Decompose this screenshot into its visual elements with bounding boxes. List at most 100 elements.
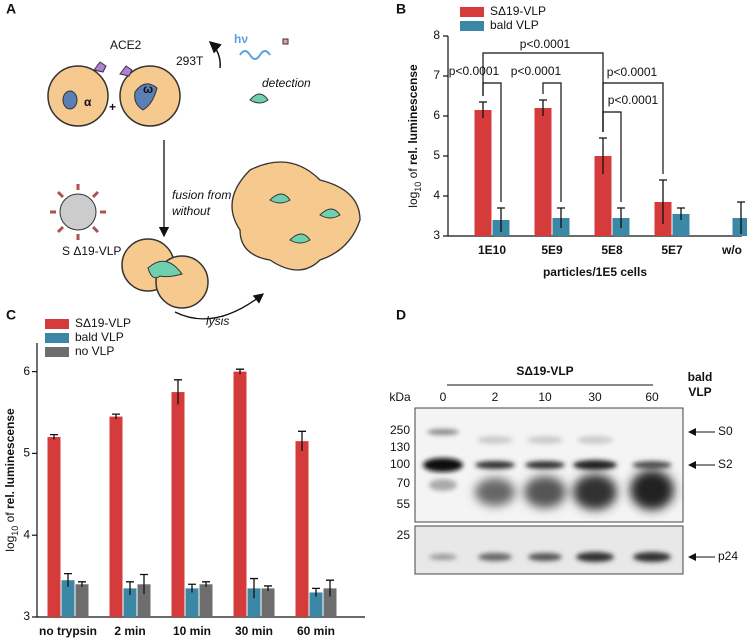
arrow <box>174 293 265 320</box>
light <box>239 50 271 60</box>
label: S Δ19-VLP <box>62 244 121 258</box>
x-tick-label: 2 min <box>114 624 145 638</box>
panel-a: ACE2 293T α ω + hν detection S Δ19-VLP f… <box>47 32 361 328</box>
label: ACE2 <box>110 38 142 52</box>
marker-label: 130 <box>390 440 410 454</box>
annotation: p<0.0001 <box>608 93 659 107</box>
bar <box>185 588 199 617</box>
x-tick-label: 30 min <box>235 624 273 638</box>
error-bar <box>298 430 306 451</box>
error-bar <box>497 207 505 232</box>
x-tick-label: w/o <box>721 243 742 257</box>
y-tick-label: 7 <box>433 68 440 82</box>
p24-bands <box>429 552 671 562</box>
significance-bracket <box>602 82 664 174</box>
control-label: VLP <box>688 385 711 399</box>
icon <box>282 38 289 45</box>
bar <box>61 580 75 617</box>
panel-label: D <box>396 307 406 323</box>
bar <box>534 108 552 236</box>
x-tick-label: 5E9 <box>541 243 563 257</box>
y-axis-label-part: rel. luminescense <box>3 408 17 509</box>
y-axis-label-part: 10 <box>413 182 423 192</box>
error-bar <box>250 577 258 599</box>
error-bar <box>737 201 745 234</box>
x-tick-label: 5E7 <box>661 243 683 257</box>
marker-label: 55 <box>397 497 411 511</box>
significance-bracket <box>542 82 562 202</box>
label: detection <box>262 76 311 90</box>
y-tick-label: 3 <box>433 228 440 242</box>
panel-d: SΔ19-VLP bald VLP kDa 0 2 10 30 60 <box>389 364 738 575</box>
bar <box>732 218 747 236</box>
lysed-cell <box>231 161 361 271</box>
error-bar <box>188 583 196 593</box>
error-bar <box>479 101 487 118</box>
cell <box>47 65 109 127</box>
band-label: S2 <box>718 457 733 471</box>
legend-swatch <box>460 7 484 17</box>
x-tick-label: no trypsin <box>39 624 97 638</box>
label: fusion from <box>172 188 231 202</box>
y-axis-label: log10 of rel. luminescense <box>3 408 20 552</box>
y-tick-label: 4 <box>23 527 30 541</box>
error-bar <box>677 207 685 220</box>
label: + <box>109 100 116 114</box>
bar <box>474 110 492 236</box>
error-bar <box>236 368 244 375</box>
x-axis-label: particles/1E5 cells <box>543 265 647 279</box>
y-tick-label: 3 <box>23 609 30 623</box>
nucleus <box>62 90 78 110</box>
y-tick-label: 8 <box>433 28 440 42</box>
label: α <box>84 95 92 109</box>
error-bar <box>312 587 320 597</box>
bar <box>123 588 137 617</box>
y-tick-label: 5 <box>23 446 30 460</box>
protein <box>249 93 269 104</box>
label: hν <box>234 32 248 46</box>
y-axis-label-part: log <box>3 536 17 552</box>
legend-swatch <box>45 319 69 329</box>
lane-label: 30 <box>588 390 602 404</box>
bar <box>47 437 61 617</box>
x-tick-label: 10 min <box>173 624 211 638</box>
bar <box>233 371 247 617</box>
x-tick-label: 1E10 <box>478 243 506 257</box>
legend-swatch <box>460 21 484 31</box>
error-bar <box>112 413 120 420</box>
bands <box>423 429 672 491</box>
x-tick-label: 60 min <box>297 624 335 638</box>
receptor <box>119 65 133 77</box>
label: ω <box>143 82 153 96</box>
error-bar <box>557 207 565 228</box>
error-bar <box>539 99 547 116</box>
bar <box>323 588 337 617</box>
error-bar <box>599 137 607 174</box>
error-bar <box>617 207 625 228</box>
legend-swatch <box>45 333 69 343</box>
error-bar <box>126 581 134 595</box>
lane-label: 60 <box>645 390 659 404</box>
y-tick-label: 4 <box>433 188 440 202</box>
y-axis-label-part: rel. luminescense <box>406 64 420 165</box>
panel-label: A <box>6 1 16 17</box>
lane-label: 0 <box>440 390 447 404</box>
error-bar <box>264 585 272 591</box>
lane-label: 10 <box>538 390 552 404</box>
group-label: SΔ19-VLP <box>516 364 573 378</box>
legend-label: bald VLP <box>75 330 124 344</box>
label: lysis <box>206 314 229 328</box>
receptor <box>93 61 107 73</box>
error-bar <box>78 581 86 587</box>
marker-label: 25 <box>397 528 411 542</box>
error-bar <box>326 579 334 597</box>
error-bar <box>140 573 148 595</box>
error-bar <box>659 179 667 224</box>
control-label: bald <box>688 370 713 384</box>
bar <box>137 584 151 617</box>
bar <box>75 584 89 617</box>
unit-label: kDa <box>389 390 411 404</box>
arrow <box>208 41 222 69</box>
x-tick-label: 5E8 <box>601 243 623 257</box>
bar <box>171 392 185 617</box>
